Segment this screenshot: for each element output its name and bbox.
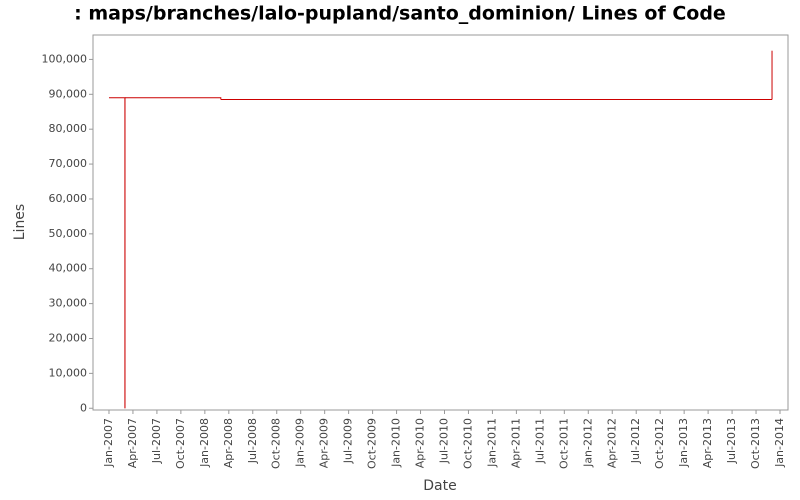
x-tick-label: Jul-2007 [150,418,163,464]
x-tick-label: Apr-2008 [222,418,235,468]
y-tick-label: 50,000 [49,227,88,240]
x-tick-label: Jul-2009 [342,418,355,464]
y-tick-label: 30,000 [49,297,88,310]
y-tick-label: 100,000 [42,52,88,65]
x-tick-label: Jan-2010 [390,418,403,468]
line-segment [124,97,222,100]
x-tick-label: Oct-2009 [366,418,379,469]
y-axis-title: Lines [12,204,28,240]
x-tick-label: Jul-2012 [629,418,642,464]
x-tick-label: Jul-2010 [437,418,450,464]
x-tick-label: Apr-2011 [509,418,522,468]
x-tick-label: Jul-2013 [725,418,738,464]
y-tick-label: 90,000 [49,87,88,100]
y-tick-label: 0 [80,401,87,414]
x-tick-label: Apr-2010 [414,418,427,468]
x-tick-label: Apr-2013 [701,418,714,468]
y-tick-label: 80,000 [49,122,88,135]
y-tick-label: 20,000 [49,331,88,344]
x-tick-label: Jan-2011 [485,418,498,468]
y-tick-label: 70,000 [49,157,88,170]
x-tick-label: Jan-2008 [198,418,211,468]
y-tick-label: 10,000 [49,366,88,379]
y-tick-label: 40,000 [49,262,88,275]
x-tick-label: Oct-2013 [749,418,762,469]
x-tick-label: Jan-2014 [773,418,786,468]
x-tick-label: Apr-2007 [126,418,139,468]
x-tick-label: Apr-2009 [318,418,331,468]
y-tick-label: 60,000 [49,192,88,205]
x-axis-title: Date [423,478,456,494]
x-tick-label: Jan-2009 [294,418,307,468]
x-tick-label: Oct-2011 [557,418,570,469]
x-tick-label: Jul-2008 [246,418,259,464]
x-tick-label: Oct-2012 [653,418,666,469]
x-tick-label: Jan-2013 [677,418,690,468]
x-tick-label: Oct-2007 [174,418,187,469]
plot-area [92,34,789,411]
x-tick-label: Jan-2012 [581,418,594,468]
x-tick-label: Oct-2008 [270,418,283,469]
x-tick-label: Jan-2007 [102,418,115,468]
x-tick-label: Oct-2010 [461,418,474,469]
x-tick-label: Apr-2012 [605,418,618,468]
x-tick-label: Jul-2011 [533,418,546,464]
chart-title: : maps/branches/lalo-pupland/santo_domin… [74,3,726,25]
